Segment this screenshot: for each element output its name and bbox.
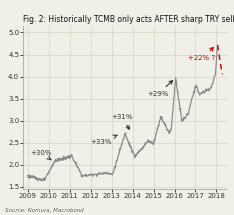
Text: +31%: +31% (111, 114, 133, 129)
Text: +29%: +29% (147, 81, 173, 97)
Text: +22% ?: +22% ? (188, 48, 216, 61)
Text: Source: Nomura, Macrobond: Source: Nomura, Macrobond (5, 208, 84, 213)
Text: Fig. 2: Historically TCMB only acts AFTER sharp TRY sell-off: Fig. 2: Historically TCMB only acts AFTE… (23, 15, 234, 24)
Text: +30%: +30% (30, 150, 52, 160)
Text: +33%: +33% (90, 135, 117, 145)
